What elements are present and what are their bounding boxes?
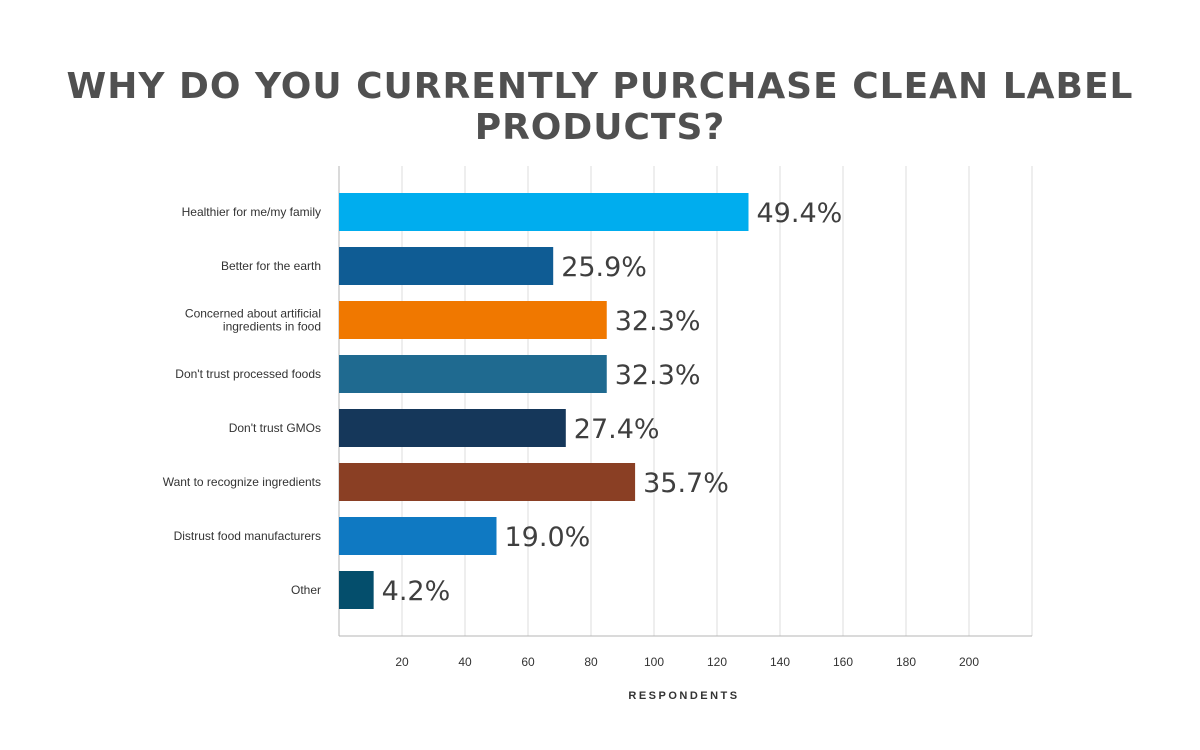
category-label: Don't trust processed foods [175, 367, 321, 381]
x-tick-label: 80 [584, 655, 598, 669]
bar [339, 409, 566, 447]
chart-title: WHY DO YOU CURRENTLY PURCHASE CLEAN LABE… [66, 66, 1134, 148]
category-label: Other [291, 583, 321, 597]
x-tick-label: 140 [770, 655, 790, 669]
x-tick-label: 100 [644, 655, 664, 669]
x-tick-label: 120 [707, 655, 727, 669]
x-axis-title: RESPONDENTS [628, 690, 739, 702]
x-tick-label: 200 [959, 655, 979, 669]
data-label: 32.3% [615, 360, 701, 391]
gridlines [338, 166, 1033, 637]
data-label: 32.3% [615, 306, 701, 337]
category-label: Concerned about artificial ingredients in… [185, 307, 321, 334]
category-labels: Healthier for me/my family Better for the… [163, 205, 321, 597]
bar [339, 301, 607, 339]
x-tick-label: 20 [395, 655, 409, 669]
x-tick-label: 40 [458, 655, 472, 669]
data-label: 4.2% [382, 576, 451, 607]
bar [339, 571, 374, 609]
data-labels: 49.4% 25.9% 32.3% 32.3% 27.4% 35.7% 19.0% 4.2% [382, 198, 843, 607]
data-label: 25.9% [561, 252, 647, 283]
bar [339, 193, 749, 231]
bar [339, 517, 497, 555]
category-label: Want to recognize ingredients [163, 475, 321, 489]
category-label: Healthier for me/my family [182, 205, 321, 219]
category-label: Better for the earth [221, 259, 321, 273]
x-tick-label: 180 [896, 655, 916, 669]
x-tick-label: 60 [521, 655, 535, 669]
data-label: 35.7% [643, 468, 729, 499]
x-tick-label: 160 [833, 655, 853, 669]
data-label: 27.4% [574, 414, 660, 445]
bars [339, 193, 749, 609]
category-label: Distrust food manufacturers [174, 529, 321, 543]
bar [339, 247, 554, 285]
category-label: Don't trust GMOs [229, 421, 321, 435]
bar [339, 355, 607, 393]
bar [339, 463, 636, 501]
x-tick-labels: 20 40 60 80 100 120 140 160 180 200 [395, 655, 979, 669]
data-label: 49.4% [757, 198, 843, 229]
data-label: 19.0% [505, 522, 591, 553]
